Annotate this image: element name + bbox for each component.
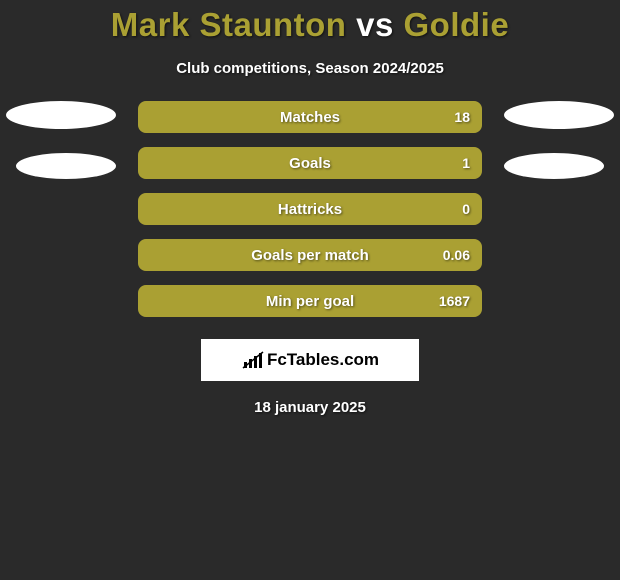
subtitle: Club competitions, Season 2024/2025 [0,48,620,101]
stat-bar-matches: Matches 18 [138,101,482,133]
attribution-text: FcTables.com [267,350,379,370]
avatar-placeholder-left-2 [16,153,116,179]
stat-bar-goals-per-match: Goals per match 0.06 [138,239,482,271]
vs-separator: vs [346,6,403,43]
page-title: Mark Staunton vs Goldie [0,0,620,48]
avatar-placeholder-right-2 [504,153,604,179]
stat-value: 18 [454,109,470,125]
stat-value: 1 [462,155,470,171]
stat-bar-hattricks: Hattricks 0 [138,193,482,225]
player-2-name: Goldie [404,6,510,43]
stat-bar-goals: Goals 1 [138,147,482,179]
avatar-placeholder-right-1 [504,101,614,129]
stat-bar-min-per-goal: Min per goal 1687 [138,285,482,317]
stat-value: 0.06 [443,247,470,263]
stat-label: Hattricks [278,201,342,218]
date: 18 january 2025 [0,381,620,416]
stat-label: Goals [289,155,331,172]
stat-label: Matches [280,109,340,126]
stats-area: Matches 18 Goals 1 Hattricks 0 Goals per… [0,101,620,416]
stat-value: 0 [462,201,470,217]
stat-value: 1687 [439,293,470,309]
stat-label: Min per goal [266,293,354,310]
avatar-placeholder-left-1 [6,101,116,129]
comparison-infographic: Mark Staunton vs Goldie Club competition… [0,0,620,416]
bars-icon [241,350,265,370]
attribution-logo: FcTables.com [241,350,379,370]
stat-label: Goals per match [251,247,369,264]
player-1-name: Mark Staunton [111,6,347,43]
attribution-box[interactable]: FcTables.com [201,339,419,381]
stat-bars: Matches 18 Goals 1 Hattricks 0 Goals per… [138,101,482,317]
